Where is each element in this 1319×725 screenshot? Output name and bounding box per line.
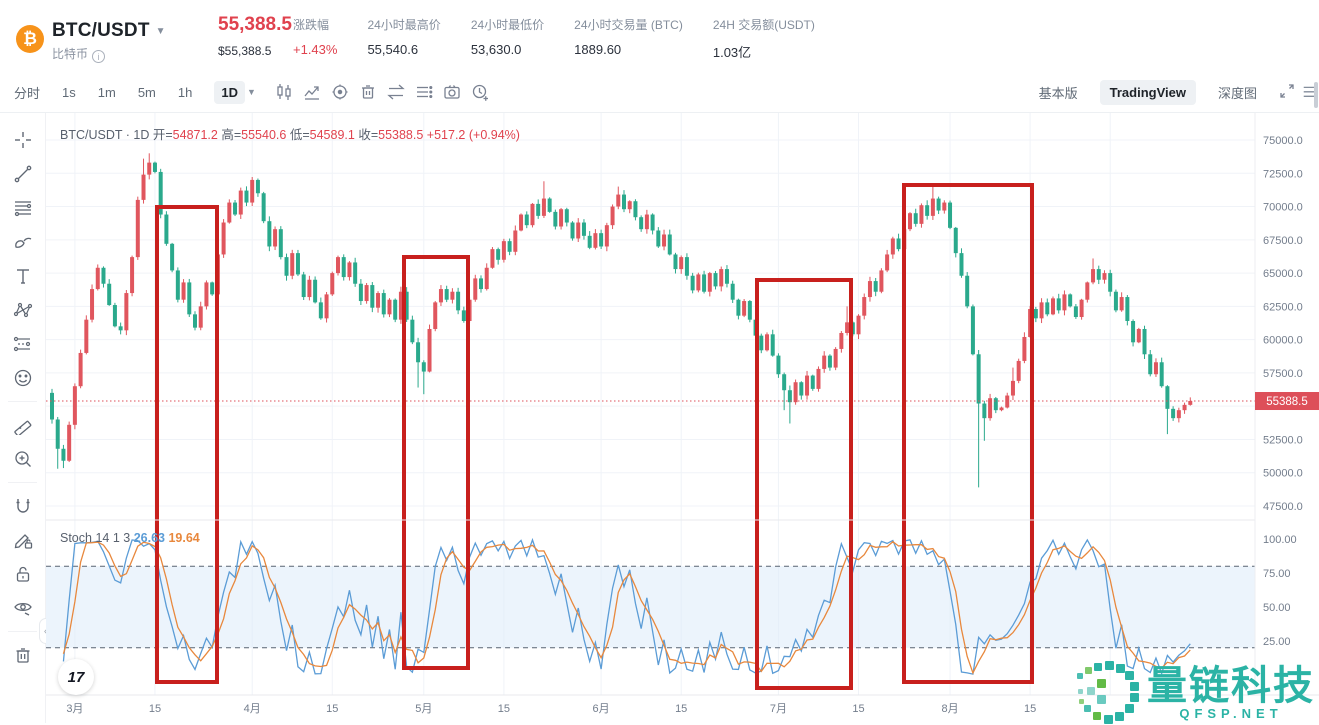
svg-text:75.00: 75.00 <box>1263 568 1291 580</box>
svg-text:57500.0: 57500.0 <box>1263 368 1303 380</box>
trendline-tool-icon[interactable] <box>0 157 46 191</box>
text-tool-icon[interactable] <box>0 259 46 293</box>
last-price-usd: $55,388.5 <box>218 44 272 58</box>
symbol-dropdown-caret-icon[interactable]: ▼ <box>155 26 166 37</box>
site-watermark: 量链科技 QFSP.NET <box>1075 659 1315 725</box>
tradingview-logo[interactable]: 17 <box>58 659 94 695</box>
legend-symbol: BTC/USDT · 1D <box>60 128 150 142</box>
last-price: 55,388.5 <box>218 14 292 35</box>
svg-text:60000.0: 60000.0 <box>1263 335 1303 347</box>
lock-all-tool-icon[interactable] <box>0 557 46 591</box>
tab-basic-version[interactable]: 基本版 <box>1038 85 1078 101</box>
watermark-domain: QFSP.NET <box>1179 705 1283 721</box>
candlestick-chart-canvas[interactable]: 75000.0 72500.0 70000.0 67500.0 65000.0 62500… <box>46 113 1319 723</box>
svg-text:15: 15 <box>326 703 338 715</box>
svg-text:67500.0: 67500.0 <box>1263 235 1303 247</box>
stat-label: 24H 交易额(USDT) <box>712 18 815 32</box>
svg-text:50000.0: 50000.0 <box>1263 468 1303 480</box>
hide-drawings-eye-icon[interactable] <box>0 591 46 625</box>
svg-text:15: 15 <box>149 703 161 715</box>
ruler-tool-icon[interactable] <box>0 408 46 442</box>
svg-text:4月: 4月 <box>244 703 261 715</box>
stoch-d-value: 19.64 <box>168 531 200 545</box>
emoji-tool-icon[interactable] <box>0 361 46 395</box>
stat-value-low: 53,630.0 <box>470 42 522 57</box>
camera-icon[interactable] <box>438 78 466 106</box>
svg-text:6月: 6月 <box>593 703 610 715</box>
svg-text:72500.0: 72500.0 <box>1263 168 1303 180</box>
page-menu-icon[interactable]: ☰ <box>1302 84 1315 100</box>
xabcd-pattern-tool-icon[interactable] <box>0 293 46 327</box>
drawing-tool-rail <box>0 113 46 723</box>
alert-icon[interactable] <box>466 78 494 106</box>
ohlc-legend: BTC/USDT · 1D 开=54871.2 高=55540.6 低=5458… <box>60 128 520 142</box>
page-scrollbar[interactable] <box>1313 72 1319 723</box>
svg-text:8月: 8月 <box>941 703 958 715</box>
stat-label: 24小时交易量 (BTC) <box>574 18 683 32</box>
svg-text:15: 15 <box>852 703 864 715</box>
interval-1h[interactable]: 1h <box>177 84 193 100</box>
tab-tradingview[interactable]: TradingView <box>1099 79 1196 105</box>
zoom-in-tool-icon[interactable] <box>0 442 46 476</box>
compare-icon[interactable] <box>382 78 410 106</box>
svg-text:52500.0: 52500.0 <box>1263 434 1303 446</box>
interval-1m[interactable]: 1m <box>97 84 116 100</box>
fullscreen-icon[interactable] <box>1279 83 1295 102</box>
svg-text:65000.0: 65000.0 <box>1263 268 1303 280</box>
interval-dropdown-caret-icon[interactable]: ▼ <box>246 87 256 97</box>
svg-text:25.00: 25.00 <box>1263 636 1291 648</box>
delete-drawings-icon[interactable] <box>354 78 382 106</box>
svg-text:15: 15 <box>498 703 510 715</box>
stat-value-high: 55,540.6 <box>367 42 419 57</box>
svg-text:70000.0: 70000.0 <box>1263 202 1303 214</box>
watermark-logo-icon <box>1077 661 1139 724</box>
forecast-tool-icon[interactable] <box>0 327 46 361</box>
svg-text:3月: 3月 <box>66 703 83 715</box>
crosshair-tool-icon[interactable] <box>0 123 46 157</box>
svg-text:100.00: 100.00 <box>1263 534 1297 546</box>
interval-1s[interactable]: 1s <box>62 84 76 100</box>
gear-icon[interactable] <box>326 78 354 106</box>
symbol-subtitle: 比特币 <box>52 47 89 61</box>
magnet-tool-icon[interactable] <box>0 489 46 523</box>
legend-change: +517.2 (+0.94%) <box>426 128 520 142</box>
interval-1d-active[interactable]: 1D <box>214 80 245 104</box>
stoch-k-value: 26.63 <box>133 531 165 545</box>
market-stats: 涨跌幅 +1.43% 24小时最高价 55,540.6 24小时最低价 53,6… <box>293 16 845 61</box>
info-icon[interactable]: i <box>92 50 106 63</box>
remove-drawings-trash-icon[interactable] <box>0 638 46 672</box>
stat-label: 24小时最高价 <box>367 18 441 32</box>
svg-text:55388.5: 55388.5 <box>1266 396 1308 408</box>
brush-tool-icon[interactable] <box>0 225 46 259</box>
svg-text:15: 15 <box>675 703 687 715</box>
chart-settings-icon[interactable] <box>410 78 438 106</box>
svg-text:47500.0: 47500.0 <box>1263 501 1303 513</box>
stat-label: 涨跌幅 <box>293 18 330 32</box>
drawing-mode-lock-icon[interactable] <box>0 523 46 557</box>
indicators-icon[interactable] <box>298 78 326 106</box>
stat-label: 24小时最低价 <box>470 18 545 32</box>
svg-text:62500.0: 62500.0 <box>1263 301 1303 313</box>
bitcoin-icon: ₿ <box>16 25 44 53</box>
stat-value-change: +1.43% <box>293 42 338 57</box>
watermark-title: 量链科技 <box>1147 663 1315 708</box>
interval-time[interactable]: 分时 <box>14 85 41 101</box>
symbol-header: ₿ BTC/USDT ▼ 比特币 i 55,388.5 $55,388.5 涨跌幅 … <box>0 0 1319 72</box>
chart-area[interactable]: 75000.0 72500.0 70000.0 67500.0 65000.0 62500… <box>46 113 1319 725</box>
svg-text:75000.0: 75000.0 <box>1263 135 1303 147</box>
svg-text:5月: 5月 <box>415 703 432 715</box>
svg-text:7月: 7月 <box>770 703 787 715</box>
fib-lines-tool-icon[interactable] <box>0 191 46 225</box>
interval-5m[interactable]: 5m <box>137 84 156 100</box>
stoch-legend: Stoch 14 1 3 26.63 19.64 <box>60 531 200 545</box>
symbol-title: BTC/USDT <box>52 20 150 41</box>
stat-value-volume: 1889.60 <box>574 42 622 57</box>
svg-text:15: 15 <box>1024 703 1036 715</box>
chart-toolbar: 分时 1s 1m 5m 1h 1D ▼ <box>0 72 1319 113</box>
tab-depth-chart[interactable]: 深度图 <box>1217 85 1257 101</box>
stat-value-turnover: 1.03亿 <box>712 45 752 60</box>
svg-text:50.00: 50.00 <box>1263 602 1291 614</box>
candle-type-icon[interactable] <box>270 78 298 106</box>
